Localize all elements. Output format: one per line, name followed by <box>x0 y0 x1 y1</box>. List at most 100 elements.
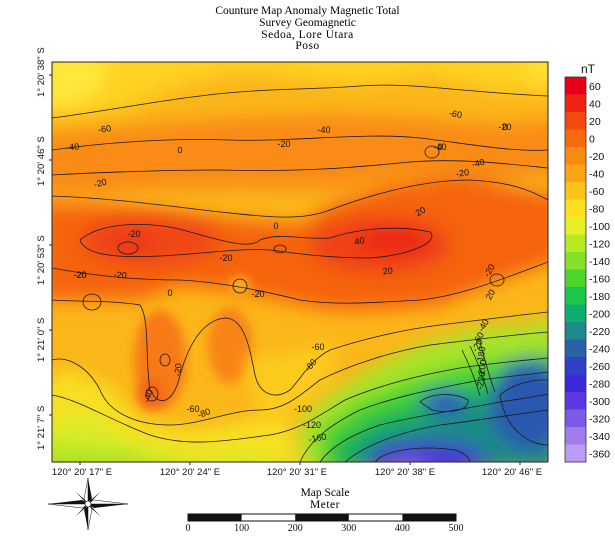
contour-value-label: -200 <box>476 359 489 378</box>
contour-value-label: 0 <box>273 221 278 231</box>
colorbar-swatch <box>565 339 586 358</box>
colorbar-tick-label: -160 <box>589 273 610 285</box>
colorbar-swatch <box>565 287 586 305</box>
colorbar-tick-label: 0 <box>589 133 595 145</box>
contour-value-label: -40 <box>433 142 446 152</box>
contour-value-label: -20 <box>172 363 183 377</box>
contour-value-label: -20 <box>455 167 469 179</box>
contour-value-label: -180 <box>475 346 488 365</box>
colorbar-swatch <box>565 94 586 113</box>
contour-value-label: 20 <box>382 266 393 277</box>
scale-label: 100 <box>234 523 249 534</box>
contour-value-label: -20 <box>277 139 290 149</box>
contour-value-label: -20 <box>73 270 86 280</box>
colorbar-tick-label: 60 <box>589 81 601 93</box>
map-title-line-4: Poso <box>295 40 320 52</box>
contour-value-label: -60 <box>311 342 324 352</box>
colorbar-swatch <box>565 444 586 463</box>
colorbar-tick-label: -200 <box>589 308 610 320</box>
colorbar-swatch <box>565 304 586 323</box>
colorbar-swatch <box>565 252 586 270</box>
lon-label: 120° 20' 38" E <box>375 467 435 478</box>
contour-value-label: -120 <box>303 420 321 430</box>
colorbar-tick-label: 20 <box>589 116 601 128</box>
colorbar-swatch <box>565 427 586 445</box>
scale-label: 400 <box>395 523 410 534</box>
colorbar-swatch <box>565 77 586 95</box>
colorbar-swatch <box>565 182 586 200</box>
colorbar-tick-label: -360 <box>589 448 610 460</box>
colorbar-tick-label: -220 <box>589 326 610 338</box>
colorbar-tick-label: -180 <box>589 291 610 303</box>
contour-value-label: -20 <box>73 270 86 280</box>
colorbar-swatch <box>565 322 586 340</box>
colorbar-swatch <box>565 374 586 393</box>
contour-value-label: -20 <box>219 253 232 263</box>
contour-value-label: 0 <box>167 288 172 298</box>
colorbar-swatch <box>565 217 586 235</box>
map-title-line-1: Counture Map Anomaly Magnetic Total <box>215 5 400 17</box>
contour-value-label: -160 <box>308 432 327 445</box>
contour-value-label: 0 <box>177 145 182 155</box>
color-legend: nT 60 40 20 0 -20 -40 -60 -80 -100 -120 -140 -160 -1… <box>564 62 610 463</box>
contour-value-label: -20 <box>251 289 264 299</box>
contour-value-label: -100 <box>294 404 312 414</box>
scale-label: 300 <box>341 523 356 534</box>
contour-value-label: -220 <box>475 371 488 390</box>
colorbar-tick-label: -40 <box>589 168 604 180</box>
contour-value-label: -20 <box>113 269 127 280</box>
colorbar-swatch <box>565 234 586 253</box>
map-title-line-2: Survey Geomagnetic <box>259 17 356 29</box>
scale-bar: 0 100 200 300 400 500 <box>186 513 464 534</box>
colorbar-tick-label: -60 <box>589 186 604 198</box>
colorbar-swatch <box>565 269 586 288</box>
colorbar-swatch <box>565 199 586 218</box>
lat-label: 1° 20' 53" S <box>36 235 47 285</box>
contour-value-label: -40 <box>141 388 155 404</box>
colorbar-tick-label: -280 <box>589 378 610 390</box>
colorbar-tick-label: -340 <box>589 431 610 443</box>
lat-label: 1° 21' 7" S <box>36 406 47 450</box>
contour-value-label: 40 <box>354 235 366 247</box>
lon-label: 120° 20' 46" E <box>482 467 542 478</box>
colorbar-tick-label: -320 <box>589 413 610 425</box>
scale-label: 200 <box>288 523 303 534</box>
colorbar-tick-label: -80 <box>589 203 604 215</box>
contour-value-label: -60 <box>97 123 111 135</box>
colorbar-unit: nT <box>581 62 596 76</box>
contour-value-label: -80 <box>196 406 212 420</box>
contour-value-label: -20 <box>127 229 140 239</box>
colorbar-swatch <box>565 164 586 183</box>
lon-label: 120° 20' 24" E <box>160 467 220 478</box>
colorbar-tick-label: -100 <box>589 221 610 233</box>
colorbar-tick-label: -300 <box>589 396 610 408</box>
colorbar-frame <box>564 76 587 463</box>
contour-value-label: -40 <box>66 141 80 152</box>
contour-value-label: -40 <box>471 157 486 170</box>
scale-unit: Meter <box>310 499 340 511</box>
map-title-line-3: Sedoa, Lore Utara <box>261 29 354 41</box>
scale-label: 0 <box>186 523 191 534</box>
colorbar-tick-label: -120 <box>589 238 610 250</box>
contour-value-label: -40 <box>317 125 330 135</box>
colorbar-swatch <box>565 409 586 428</box>
lon-label: 120° 20' 31" E <box>267 467 327 478</box>
colorbar-tick-label: -20 <box>589 151 604 163</box>
lat-label: 1° 20' 38" S <box>36 47 47 97</box>
colorbar-tick-label: -260 <box>589 361 610 373</box>
colorbar-swatch <box>565 147 586 165</box>
contour-value-label: 20 <box>414 205 428 219</box>
colorbar-swatch <box>565 129 586 148</box>
lon-label: 120° 20' 17" E <box>52 467 112 478</box>
compass-rose-icon <box>47 477 129 531</box>
contour-value-label: -20 <box>498 122 511 132</box>
contour-value-label: -20 <box>93 177 108 190</box>
contour-value-label: 20 <box>484 288 498 302</box>
colorbar-tick-label: -240 <box>589 343 610 355</box>
contour-value-label: 0 <box>437 142 442 152</box>
anomaly-map: -60-40-60-40-20-40-20-20-2000-20-2002040… <box>52 62 548 462</box>
scale-label: 500 <box>449 523 464 534</box>
contour-value-label: -60 <box>186 404 199 414</box>
contour-value-label: 0 <box>502 122 507 132</box>
colorbar-swatch <box>565 357 586 375</box>
